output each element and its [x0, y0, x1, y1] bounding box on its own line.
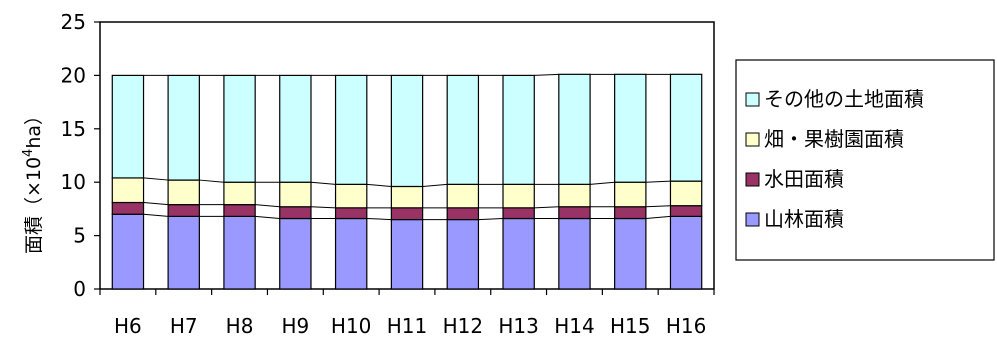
bar-segment	[111, 74, 145, 179]
series-line	[422, 183, 448, 187]
y-axis-label: 面積（×104ha）	[21, 106, 45, 254]
series-line	[645, 180, 671, 183]
bar-segment	[502, 74, 535, 185]
legend-box	[735, 59, 995, 261]
bar-segment	[446, 207, 480, 221]
x-tick-label: H11	[387, 314, 428, 336]
bar-segment	[614, 217, 647, 290]
x-tick-label: H15	[610, 314, 651, 336]
bar-segment	[614, 181, 647, 208]
bar-segment	[279, 74, 312, 183]
bar-segment	[558, 73, 591, 185]
bar-segment	[669, 73, 703, 182]
legend-label: 山林面積	[764, 207, 844, 231]
bar-segment	[279, 217, 312, 290]
bar-segment	[446, 218, 480, 290]
series-line	[645, 215, 671, 220]
bar-segment	[446, 183, 480, 209]
y-tick-label: 25	[61, 10, 86, 34]
bar-segment	[502, 183, 535, 209]
series-line	[534, 206, 559, 209]
series-line	[143, 213, 169, 217]
y-tick-label: 10	[61, 170, 86, 194]
y-axis-label-text: 面積（×10	[23, 157, 45, 254]
x-tick-label: H12	[443, 314, 484, 336]
bar-segment	[167, 215, 200, 290]
bar-segment	[223, 181, 256, 206]
series-lines	[143, 73, 671, 221]
bar-segment	[558, 206, 591, 220]
bar-segment	[279, 181, 312, 208]
bar-segment	[390, 185, 424, 209]
legend-swatch	[745, 172, 760, 187]
legend-label: 畑・果樹園面積	[764, 127, 904, 151]
series-line	[590, 181, 615, 185]
bar-segment	[446, 74, 480, 185]
bar-segment	[111, 177, 145, 204]
y-tick-label: 20	[61, 63, 86, 87]
bar-segment	[558, 183, 591, 208]
y-tick-label: 15	[61, 117, 86, 141]
series-line	[534, 73, 559, 76]
y-tick-label: 0	[73, 277, 86, 301]
bar-segment	[558, 217, 591, 290]
bar-segment	[669, 205, 703, 217]
bar-segment	[167, 179, 200, 206]
x-tick-label: H14	[554, 314, 595, 336]
y-axis-label-unit: ha）	[23, 106, 45, 149]
bar-segment	[390, 207, 424, 221]
y-axis-label-superscript: 4	[21, 149, 36, 157]
series-line	[310, 181, 336, 185]
bar-segment	[614, 206, 647, 220]
bar-segment	[669, 215, 703, 290]
legend-swatch	[745, 132, 760, 147]
legend-label: 水田面積	[764, 167, 844, 191]
series-line	[199, 179, 224, 183]
bar-segment	[334, 183, 368, 209]
bar-segment	[614, 73, 647, 183]
bar-segment	[390, 74, 424, 188]
bar-segment	[334, 74, 368, 185]
x-tick-label: H8	[226, 314, 254, 336]
bars	[111, 73, 703, 290]
bar-segment	[502, 217, 535, 290]
legend-swatch	[745, 212, 760, 227]
bar-segment	[223, 74, 256, 183]
bar-segment	[167, 74, 200, 181]
series-line	[366, 183, 392, 187]
x-tick-label: H10	[331, 314, 372, 336]
bar-segment	[669, 180, 703, 207]
bar-segment	[111, 213, 145, 290]
series-line	[366, 218, 392, 221]
bar-segment	[279, 206, 312, 220]
series-line	[478, 218, 504, 221]
bar-segment	[223, 215, 256, 290]
bar-segment	[334, 207, 368, 220]
tick-labels: 0 5 10 15 20 25 H6 H7 H8 H9 H10 H11 H12 H13 H14 H15 H16	[61, 10, 707, 338]
bar-segment	[390, 218, 424, 290]
bar-segment	[334, 217, 368, 290]
bar-segment	[502, 207, 535, 220]
series-line	[310, 206, 336, 209]
legend-label: その他の土地面積	[764, 87, 924, 111]
legend-swatch	[745, 92, 760, 107]
x-tick-label: H7	[170, 314, 198, 336]
x-tick-label: H6	[114, 314, 142, 336]
series-line	[255, 215, 280, 220]
x-tick-label: H13	[498, 314, 539, 336]
bar-segment	[167, 204, 200, 217]
bar-segment	[223, 204, 256, 217]
series-line	[255, 204, 280, 208]
series-line	[143, 177, 169, 181]
bar-segment	[111, 201, 145, 215]
series-line	[645, 205, 671, 208]
y-tick-label: 5	[73, 224, 86, 248]
series-line	[143, 201, 169, 206]
x-tick-label: H9	[281, 314, 309, 336]
x-tick-label: H16	[666, 314, 707, 336]
